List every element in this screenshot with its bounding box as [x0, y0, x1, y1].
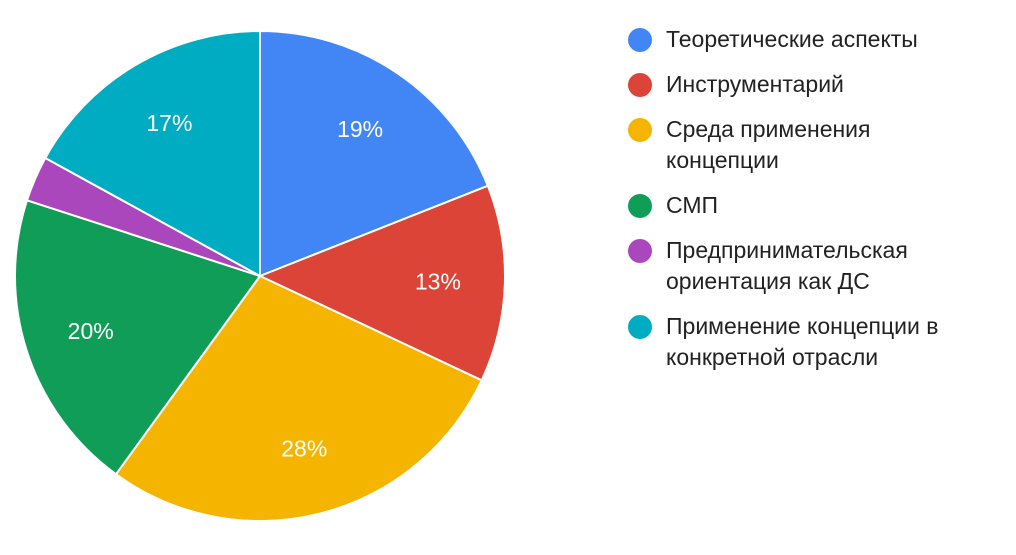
legend-swatch-6	[628, 315, 652, 339]
legend-label-6: Применение концепции в конкретной отрасл…	[666, 313, 939, 370]
legend-label-1: Теоретические аспекты	[666, 26, 918, 52]
legend-item-1: Теоретические аспекты	[628, 24, 1008, 55]
legend-item-6: Применение концепции в конкретной отрасл…	[628, 311, 1008, 373]
pie-slice-6	[43, 29, 261, 278]
legend-swatch-5	[628, 239, 652, 263]
legend-item-2: Инструментарий	[628, 69, 1008, 100]
pie-slice-1	[259, 29, 490, 278]
legend-item-3: Среда применения концепции	[628, 114, 1008, 176]
legend-swatch-1	[628, 28, 652, 52]
pie-slice-3	[114, 274, 484, 522]
pie-slice-4	[13, 199, 262, 476]
slice-label-4: 20%	[68, 318, 114, 344]
legend-swatch-3	[628, 118, 652, 142]
legend: Теоретические аспекты Инструментарий Среда…	[628, 24, 1008, 387]
legend-label-4: СМП	[666, 192, 719, 218]
legend-swatch-2	[628, 73, 652, 97]
slice-label-6: 17%	[146, 110, 192, 136]
legend-item-4: СМП	[628, 190, 1008, 221]
slice-label-2: 13%	[415, 269, 461, 295]
legend-item-5: Предпринимательская ориентация как ДС	[628, 235, 1008, 297]
pie-plot-area: 19% 13% 28% 20% 17%	[13, 29, 506, 522]
legend-swatch-4	[628, 194, 652, 218]
pie-slice-2	[257, 184, 506, 382]
legend-label-5: Предпринимательская ориентация как ДС	[666, 237, 908, 294]
slice-label-3: 28%	[281, 435, 327, 461]
legend-label-3: Среда применения концепции	[666, 116, 871, 173]
slice-label-1: 19%	[337, 116, 383, 142]
legend-label-2: Инструментарий	[666, 71, 844, 97]
